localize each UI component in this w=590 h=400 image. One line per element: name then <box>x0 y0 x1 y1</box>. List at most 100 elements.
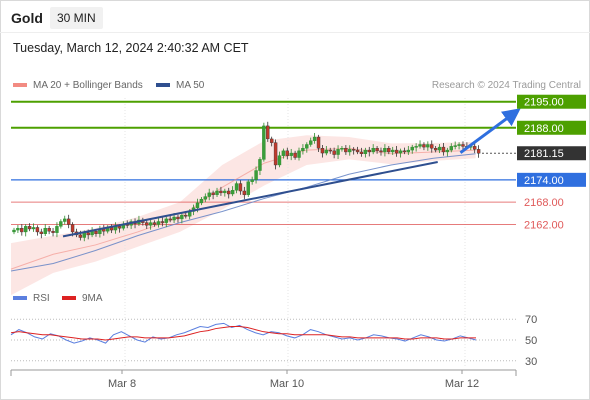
candle-body-58 <box>238 183 243 192</box>
legend-bollinger: MA 20 + Bollinger Bands <box>13 80 143 91</box>
target-arrow <box>459 108 521 154</box>
candle-body-11 <box>55 226 59 233</box>
candle-body-3 <box>24 226 28 233</box>
price-level-labels: 2195.00 2188.00 2181.15 2174.00 2168.00 2162.… <box>517 94 586 231</box>
candle-body-62 <box>254 170 258 181</box>
legend-rsi-ma-label: 9MA <box>82 293 103 304</box>
price-label-2168.00: 2168.00 <box>524 197 564 209</box>
candle-body-85 <box>344 148 348 153</box>
support-trendline <box>62 161 438 238</box>
bollinger-band-fill <box>11 135 476 296</box>
candle-body-99 <box>398 150 403 154</box>
price-label-2162.00: 2162.00 <box>524 219 564 231</box>
candle-body-0 <box>12 229 16 233</box>
rsi-ma-line <box>10 325 476 341</box>
candle-body-98 <box>394 149 399 154</box>
candle-body-79 <box>320 148 325 154</box>
candle-body-4 <box>27 226 32 230</box>
candle-body-66 <box>269 138 274 143</box>
rsi-panel: 70 50 30 <box>10 314 537 368</box>
candle-body-71 <box>289 152 293 156</box>
candle-body-70 <box>285 150 289 156</box>
candle-body-75 <box>305 144 309 149</box>
price-box-2181.15 <box>517 146 586 161</box>
candle-body-67 <box>273 142 278 166</box>
x-tick-label-2: Mar 12 <box>445 378 479 390</box>
rsi-tick-30: 30 <box>525 356 537 368</box>
candle-body-108 <box>433 148 438 151</box>
rsi-swatch <box>13 296 27 301</box>
research-credit: Research © 2024 Trading Central <box>431 80 581 91</box>
candle-body-105 <box>422 144 426 148</box>
legend-bollinger-label: MA 20 + Bollinger Bands <box>33 80 143 91</box>
candle-body-2 <box>20 227 24 233</box>
candle-body-80 <box>324 149 329 154</box>
candle-body-13 <box>63 218 67 222</box>
timeframe-button[interactable]: 30 MIN <box>50 7 103 29</box>
candle-body-68 <box>277 155 282 166</box>
candle-body-112 <box>449 146 453 151</box>
rsi-line <box>10 322 477 344</box>
candle-body-91 <box>367 149 371 153</box>
candle-body-106 <box>426 144 430 148</box>
candle-body-87 <box>351 149 356 151</box>
legend-ma50: MA 50 <box>156 80 204 91</box>
candle-body-51 <box>211 192 215 195</box>
candle-body-7 <box>39 231 44 234</box>
candle-body-18 <box>82 232 86 238</box>
candle-body-14 <box>66 218 71 225</box>
candle-body-76 <box>309 140 313 145</box>
ma50-line <box>10 153 476 272</box>
moving-averages <box>10 147 476 272</box>
candle-body-47 <box>195 202 200 208</box>
time-axis: Mar 8 Mar 10 Mar 12 <box>10 369 517 390</box>
candle-body-74 <box>301 148 305 152</box>
candle-body-109 <box>437 146 442 151</box>
candle-body-60 <box>246 181 250 195</box>
price-label-2195.00: 2195.00 <box>524 97 564 109</box>
candle-body-36 <box>152 222 157 225</box>
candle-body-83 <box>336 149 340 155</box>
candle-body-27 <box>117 226 122 229</box>
trendlines <box>62 108 521 238</box>
ma50-swatch <box>156 83 170 88</box>
candle-body-118 <box>472 146 477 150</box>
price-label-2188.00: 2188.00 <box>524 123 564 135</box>
candle-body-64 <box>262 125 266 160</box>
candle-body-17 <box>78 234 83 238</box>
candle-body-97 <box>391 149 395 153</box>
candle-body-41 <box>172 216 176 221</box>
candle-body-84 <box>340 148 344 150</box>
candle-body-38 <box>160 221 165 223</box>
candle-body-63 <box>258 159 262 171</box>
legend-rsi: RSI <box>13 293 50 304</box>
ma20-line <box>10 147 476 270</box>
candle-body-119 <box>476 149 481 154</box>
candle-body-107 <box>430 144 434 149</box>
candle-body-59 <box>242 190 247 195</box>
candle-body-113 <box>453 145 457 147</box>
candle-body-49 <box>203 196 208 200</box>
candle-body-86 <box>348 149 352 153</box>
price-box-2195.00 <box>517 94 586 109</box>
candle-body-102 <box>410 146 414 151</box>
rsi-ma-swatch <box>62 296 76 301</box>
candle-body-94 <box>379 150 383 153</box>
candle-body-1 <box>16 227 20 231</box>
x-tick-label-1: Mar 10 <box>270 378 304 390</box>
candle-body-103 <box>414 146 418 148</box>
candle-body-50 <box>207 192 211 197</box>
candle-body-8 <box>43 227 47 234</box>
candle-body-35 <box>148 222 153 226</box>
candle-body-57 <box>234 183 239 191</box>
price-label-2174.00: 2174.00 <box>524 175 564 187</box>
candle-body-100 <box>402 150 407 153</box>
candle-body-44 <box>184 214 188 217</box>
candle-body-10 <box>51 230 55 233</box>
candle-body-93 <box>375 148 379 152</box>
candle-body-81 <box>328 149 332 152</box>
candle-body-55 <box>227 190 231 195</box>
candle-body-52 <box>215 190 219 195</box>
candle-body-72 <box>293 152 297 158</box>
